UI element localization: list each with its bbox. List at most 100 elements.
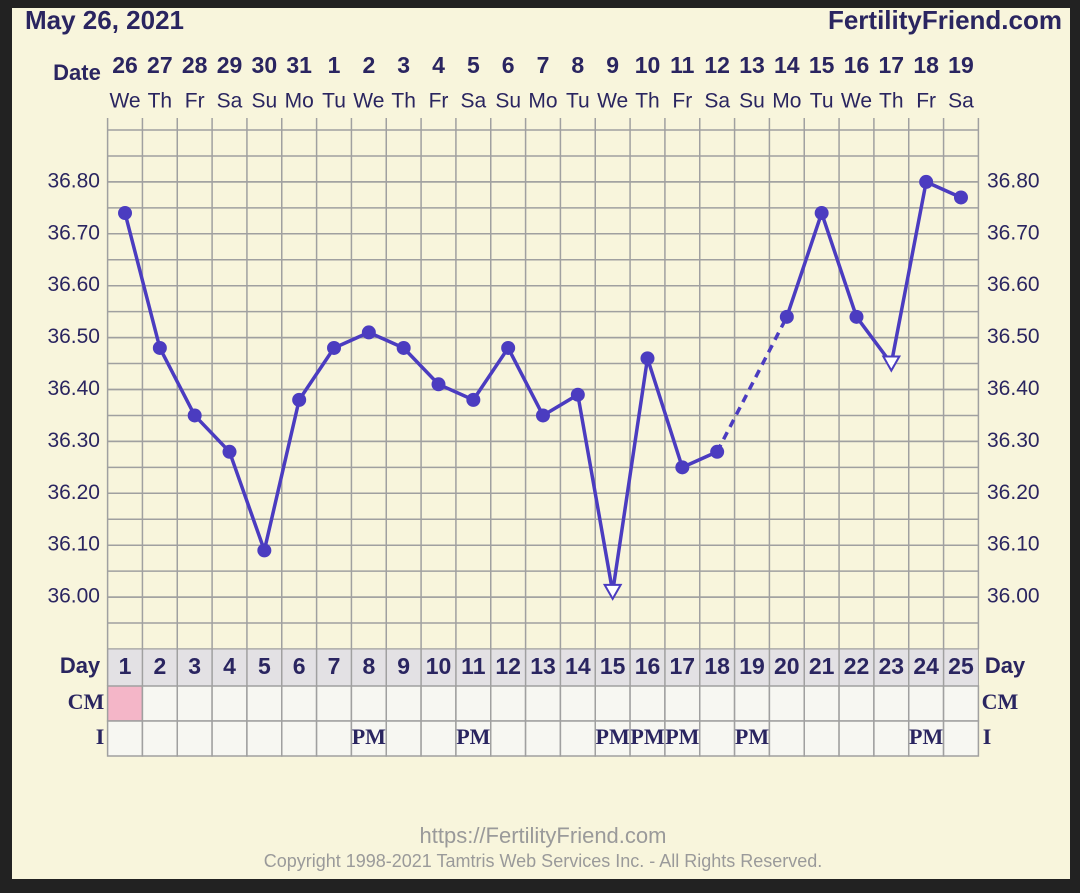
y-tick-label: 36.40: [987, 377, 1040, 400]
date-number: 7: [537, 52, 550, 78]
date-number: 27: [147, 52, 173, 78]
day-number: 4: [223, 653, 236, 679]
cm-cell: [350, 685, 388, 722]
point: [327, 340, 342, 355]
day-number: 16: [635, 653, 661, 679]
cm-cell: [281, 685, 318, 722]
cm-cell: [315, 685, 353, 722]
open-triangle-point: [602, 583, 623, 601]
copyright: Copyright 1998-2021 Tamtris Web Services…: [264, 851, 823, 871]
date-number: 15: [809, 52, 835, 78]
i-cell: [176, 720, 213, 757]
weekday: We: [109, 90, 140, 113]
point: [779, 309, 794, 324]
date-number: 10: [635, 52, 661, 78]
weekday: Mo: [285, 90, 314, 113]
cm-cell: [211, 685, 248, 722]
day-number: 19: [739, 653, 765, 679]
date-number: 12: [704, 52, 730, 78]
date-number: 3: [397, 52, 410, 78]
weekday: Su: [252, 90, 278, 113]
date-number: 14: [774, 52, 800, 78]
date-number: 17: [879, 52, 905, 78]
i-cell: [524, 720, 562, 757]
cm-cell: [629, 685, 666, 722]
i-cell: [629, 720, 666, 757]
cm-cell: [664, 685, 701, 722]
day-number: 5: [258, 653, 271, 679]
cm-cell: [455, 685, 492, 722]
i-cell: [873, 720, 910, 757]
gap-bridge: [715, 316, 789, 453]
point: [257, 543, 272, 558]
day-number: 14: [565, 653, 591, 679]
date-number: 1: [328, 52, 341, 78]
date-number: 16: [844, 52, 870, 78]
cm-cell: [873, 685, 910, 722]
cm-cell: [733, 685, 771, 722]
day-row: [107, 648, 979, 687]
point: [710, 444, 725, 459]
date-number: 2: [362, 52, 375, 78]
weekday: Sa: [948, 90, 974, 113]
cm-label: CM: [982, 689, 1019, 714]
i-cell: [246, 720, 283, 757]
point: [396, 340, 411, 355]
point: [118, 206, 133, 221]
i-cell: [698, 720, 736, 757]
cm-label: CM: [68, 689, 105, 714]
date-label: Date: [53, 60, 101, 85]
date-number: 28: [182, 52, 208, 78]
day-number: 8: [362, 653, 375, 679]
intercourse-mark: PM: [456, 724, 490, 749]
point: [849, 309, 864, 324]
y-tick-label: 36.70: [47, 221, 100, 244]
date-number: 6: [502, 52, 515, 78]
point: [640, 351, 655, 366]
day-number: 11: [461, 653, 486, 679]
day-label: Day: [60, 653, 101, 678]
footer-url: https://FertilityFriend.com: [420, 823, 667, 848]
intercourse-mark: PM: [596, 724, 630, 749]
y-tick-label: 36.30: [47, 429, 100, 452]
cm-cell: [490, 685, 527, 722]
weekday: Sa: [217, 90, 243, 113]
day-number: 17: [670, 653, 696, 679]
point: [222, 444, 237, 459]
point: [501, 340, 516, 355]
point: [814, 206, 829, 221]
cm-cell: [246, 685, 283, 722]
weekday: Th: [391, 90, 416, 113]
weekday: Fr: [916, 90, 936, 113]
open-triangle-point: [881, 355, 902, 373]
weekday: Fr: [672, 90, 692, 113]
y-tick-label: 36.00: [47, 585, 100, 608]
intercourse-mark: PM: [909, 724, 943, 749]
date-number: 26: [112, 52, 138, 78]
weekday: Fr: [429, 90, 449, 113]
i-cell: [455, 720, 492, 757]
day-number: 1: [119, 653, 132, 679]
weekday: We: [841, 90, 872, 113]
i-label: I: [96, 724, 105, 749]
point: [152, 340, 167, 355]
weekday: Sa: [704, 90, 730, 113]
day-number: 20: [774, 653, 800, 679]
date-number: 8: [571, 52, 584, 78]
i-cell: [281, 720, 318, 757]
intercourse-mark: PM: [665, 724, 699, 749]
day-number: 13: [530, 653, 556, 679]
point: [292, 392, 307, 407]
weekday: Su: [739, 90, 765, 113]
cm-cell: [385, 685, 422, 722]
date-number: 11: [670, 52, 695, 78]
date-number: 29: [217, 52, 243, 78]
i-cell: [211, 720, 248, 757]
weekday: Th: [635, 90, 660, 113]
point: [187, 408, 202, 423]
weekday: Sa: [460, 90, 486, 113]
cm-cell: [768, 685, 805, 722]
cm-cell: [141, 685, 179, 722]
day-number: 25: [948, 653, 974, 679]
point: [919, 174, 934, 189]
